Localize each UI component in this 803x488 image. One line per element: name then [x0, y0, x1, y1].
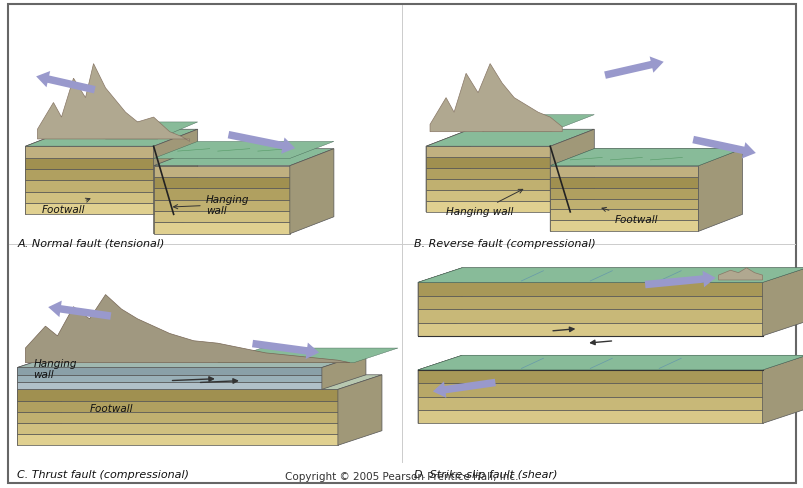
Polygon shape: [426, 180, 549, 191]
Polygon shape: [426, 130, 470, 212]
Polygon shape: [38, 64, 190, 142]
Polygon shape: [418, 356, 803, 370]
Polygon shape: [426, 202, 549, 212]
Polygon shape: [18, 434, 337, 446]
Polygon shape: [418, 309, 761, 323]
Polygon shape: [153, 166, 289, 178]
Polygon shape: [549, 149, 593, 232]
Polygon shape: [26, 130, 198, 147]
Polygon shape: [26, 295, 349, 363]
Polygon shape: [26, 203, 153, 215]
Polygon shape: [418, 268, 803, 283]
Polygon shape: [26, 147, 153, 158]
Polygon shape: [549, 166, 698, 177]
Polygon shape: [153, 223, 289, 234]
Text: Copyright © 2005 Pearson Prentice Hall, Inc.: Copyright © 2005 Pearson Prentice Hall, …: [285, 471, 518, 481]
Text: D. Strike-slip fault (shear): D. Strike-slip fault (shear): [414, 469, 556, 479]
Polygon shape: [418, 410, 761, 424]
Polygon shape: [430, 64, 561, 132]
FancyBboxPatch shape: [8, 5, 795, 483]
Text: Footwall: Footwall: [601, 208, 657, 224]
Polygon shape: [153, 178, 289, 189]
Polygon shape: [153, 189, 289, 201]
Polygon shape: [69, 122, 198, 140]
Polygon shape: [418, 397, 761, 410]
Polygon shape: [549, 149, 742, 166]
Polygon shape: [18, 423, 337, 434]
Polygon shape: [549, 210, 698, 221]
Text: C. Thrust fault (compressional): C. Thrust fault (compressional): [18, 469, 190, 479]
Polygon shape: [426, 191, 549, 202]
Polygon shape: [153, 201, 289, 212]
Polygon shape: [26, 130, 69, 215]
Polygon shape: [337, 375, 381, 446]
Polygon shape: [418, 268, 462, 336]
Polygon shape: [418, 356, 803, 370]
Text: Hanging wall: Hanging wall: [446, 190, 522, 217]
Polygon shape: [18, 389, 337, 401]
Polygon shape: [426, 147, 549, 158]
Polygon shape: [18, 375, 321, 382]
Polygon shape: [549, 177, 698, 188]
Polygon shape: [18, 375, 381, 389]
Polygon shape: [289, 149, 333, 234]
Polygon shape: [218, 348, 397, 363]
Text: Footwall: Footwall: [42, 199, 90, 214]
Polygon shape: [549, 188, 698, 199]
Polygon shape: [153, 212, 289, 223]
Text: Footwall: Footwall: [89, 404, 132, 413]
Polygon shape: [18, 412, 337, 423]
Polygon shape: [153, 149, 333, 166]
Polygon shape: [18, 375, 61, 446]
Polygon shape: [26, 181, 153, 192]
Text: Hanging
wall: Hanging wall: [34, 358, 77, 380]
Polygon shape: [549, 149, 742, 166]
Polygon shape: [418, 296, 761, 309]
Polygon shape: [418, 323, 761, 336]
Polygon shape: [418, 283, 761, 296]
Polygon shape: [549, 199, 698, 210]
Polygon shape: [153, 142, 333, 159]
Polygon shape: [761, 356, 803, 424]
Polygon shape: [18, 401, 337, 412]
Polygon shape: [418, 370, 761, 384]
Polygon shape: [418, 384, 761, 397]
Polygon shape: [153, 130, 198, 215]
Polygon shape: [26, 192, 153, 203]
Text: B. Reverse fault (compressional): B. Reverse fault (compressional): [414, 239, 595, 248]
Polygon shape: [18, 353, 61, 389]
Polygon shape: [26, 158, 153, 170]
Polygon shape: [698, 149, 742, 232]
Polygon shape: [153, 149, 198, 234]
Polygon shape: [418, 268, 803, 283]
Polygon shape: [321, 353, 365, 389]
Polygon shape: [549, 221, 698, 232]
Polygon shape: [18, 368, 321, 375]
Polygon shape: [18, 382, 321, 389]
Polygon shape: [426, 158, 549, 169]
Polygon shape: [549, 130, 593, 212]
Polygon shape: [761, 268, 803, 336]
Polygon shape: [418, 356, 462, 424]
Text: A. Normal fault (tensional): A. Normal fault (tensional): [18, 239, 165, 248]
Polygon shape: [482, 116, 593, 132]
Polygon shape: [18, 353, 365, 368]
Polygon shape: [426, 130, 593, 147]
Polygon shape: [718, 268, 761, 281]
Polygon shape: [26, 170, 153, 181]
Text: Hanging
wall: Hanging wall: [173, 194, 249, 216]
Polygon shape: [426, 169, 549, 180]
